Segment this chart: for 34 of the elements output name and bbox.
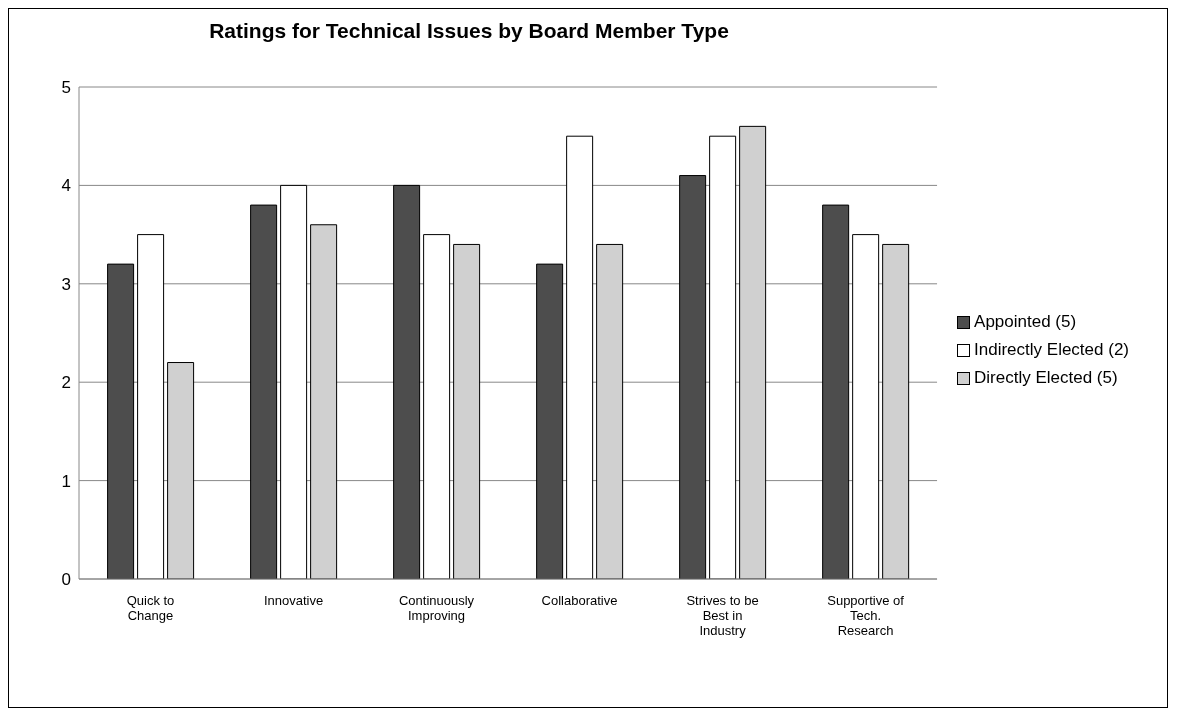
bar [882, 243, 910, 579]
bar [453, 243, 481, 579]
bar [310, 224, 338, 579]
y-tick-label: 2 [61, 373, 71, 393]
bar [423, 234, 451, 579]
bar [739, 125, 767, 579]
bar [596, 243, 624, 579]
bar [280, 184, 308, 579]
bar [822, 204, 850, 579]
y-tick-label: 4 [61, 176, 71, 196]
legend-label: Indirectly Elected (2) [974, 340, 1129, 360]
chart-title: Ratings for Technical Issues by Board Member Type [208, 19, 730, 43]
bar [107, 263, 135, 579]
bar [709, 135, 737, 579]
x-tick-label: Innovative [263, 593, 324, 608]
x-tick-label: Supportive of Tech. Research [827, 593, 905, 638]
bar [566, 135, 594, 579]
y-tick-label: 5 [61, 78, 71, 98]
bar [250, 204, 278, 579]
x-tick-label: Continuously Improving [398, 593, 475, 623]
legend-label: Appointed (5) [974, 312, 1077, 332]
bar [167, 362, 195, 579]
bar [536, 263, 564, 579]
bar [679, 175, 707, 579]
y-tick-label: 3 [61, 274, 71, 294]
x-tick-label: Collaborative [541, 593, 618, 608]
y-tick-label: 1 [61, 471, 71, 491]
x-tick-label: Strives to be Best in Industry [686, 593, 759, 638]
y-tick-label: 0 [61, 570, 71, 590]
bar [393, 184, 421, 579]
bar [852, 234, 880, 579]
bar [137, 234, 165, 579]
x-tick-label: Quick to Change [126, 593, 175, 623]
legend-label: Directly Elected (5) [974, 368, 1118, 388]
